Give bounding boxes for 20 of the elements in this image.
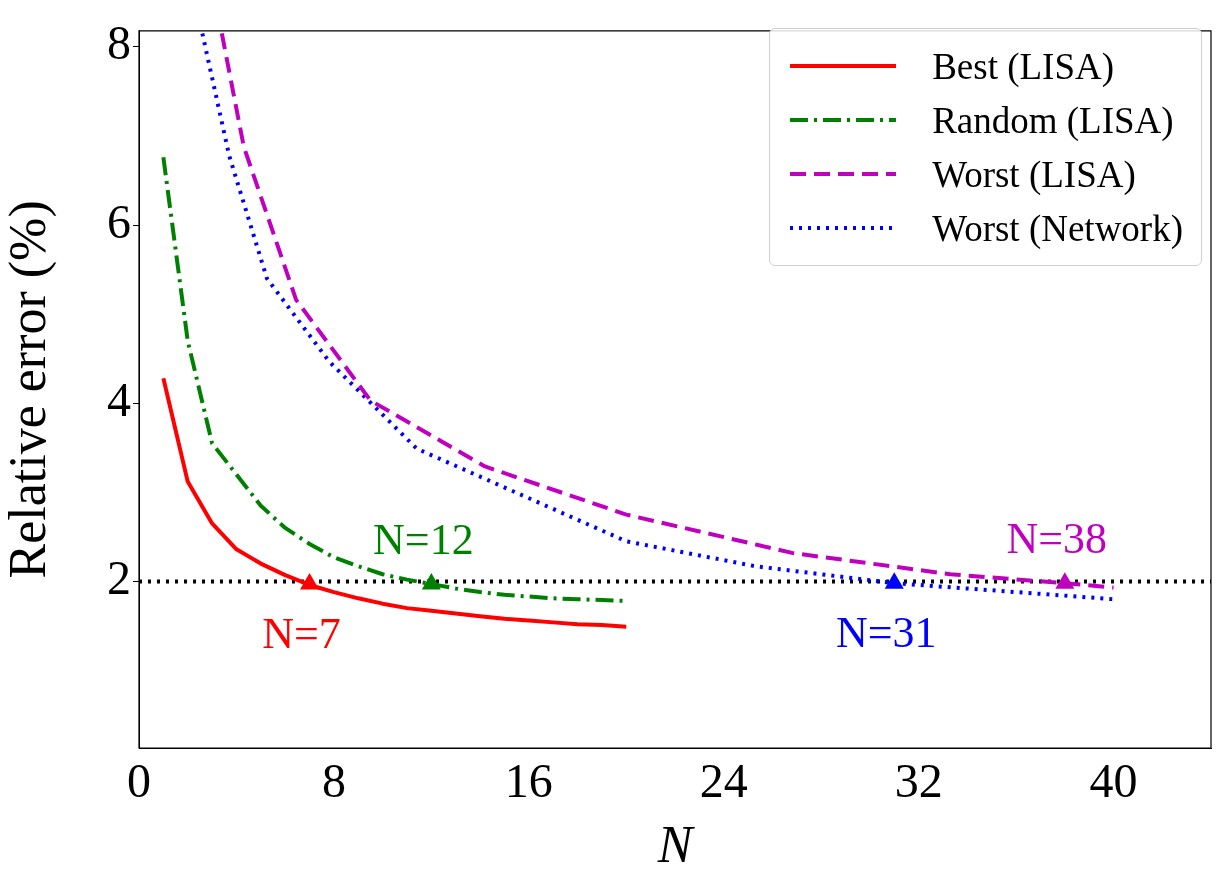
- y-axis-title: Relative error (%): [0, 200, 57, 579]
- y-tick-label: 4: [107, 372, 131, 426]
- x-tick-label: 16: [504, 754, 553, 808]
- legend-label: Worst (LISA): [932, 152, 1136, 196]
- x-tick-label: 8: [321, 754, 346, 808]
- x-tick-label: 0: [127, 754, 151, 808]
- legend-label: Best (LISA): [932, 44, 1115, 88]
- annotation: N=12: [373, 514, 474, 564]
- annotation: N=7: [262, 608, 341, 658]
- legend-label: Worst (Network): [932, 206, 1183, 250]
- annotation: N=38: [1006, 513, 1108, 563]
- y-tick-label: 8: [107, 16, 131, 70]
- x-axis-title: N: [656, 816, 696, 874]
- x-tick-label: 32: [894, 754, 943, 808]
- x-tick-label: 40: [1089, 754, 1138, 808]
- annotation: N=31: [835, 607, 937, 657]
- legend-label: Random (LISA): [932, 98, 1174, 142]
- y-tick-label: 6: [107, 194, 131, 248]
- y-tick-label: 2: [107, 551, 131, 605]
- x-tick-label: 24: [699, 754, 748, 808]
